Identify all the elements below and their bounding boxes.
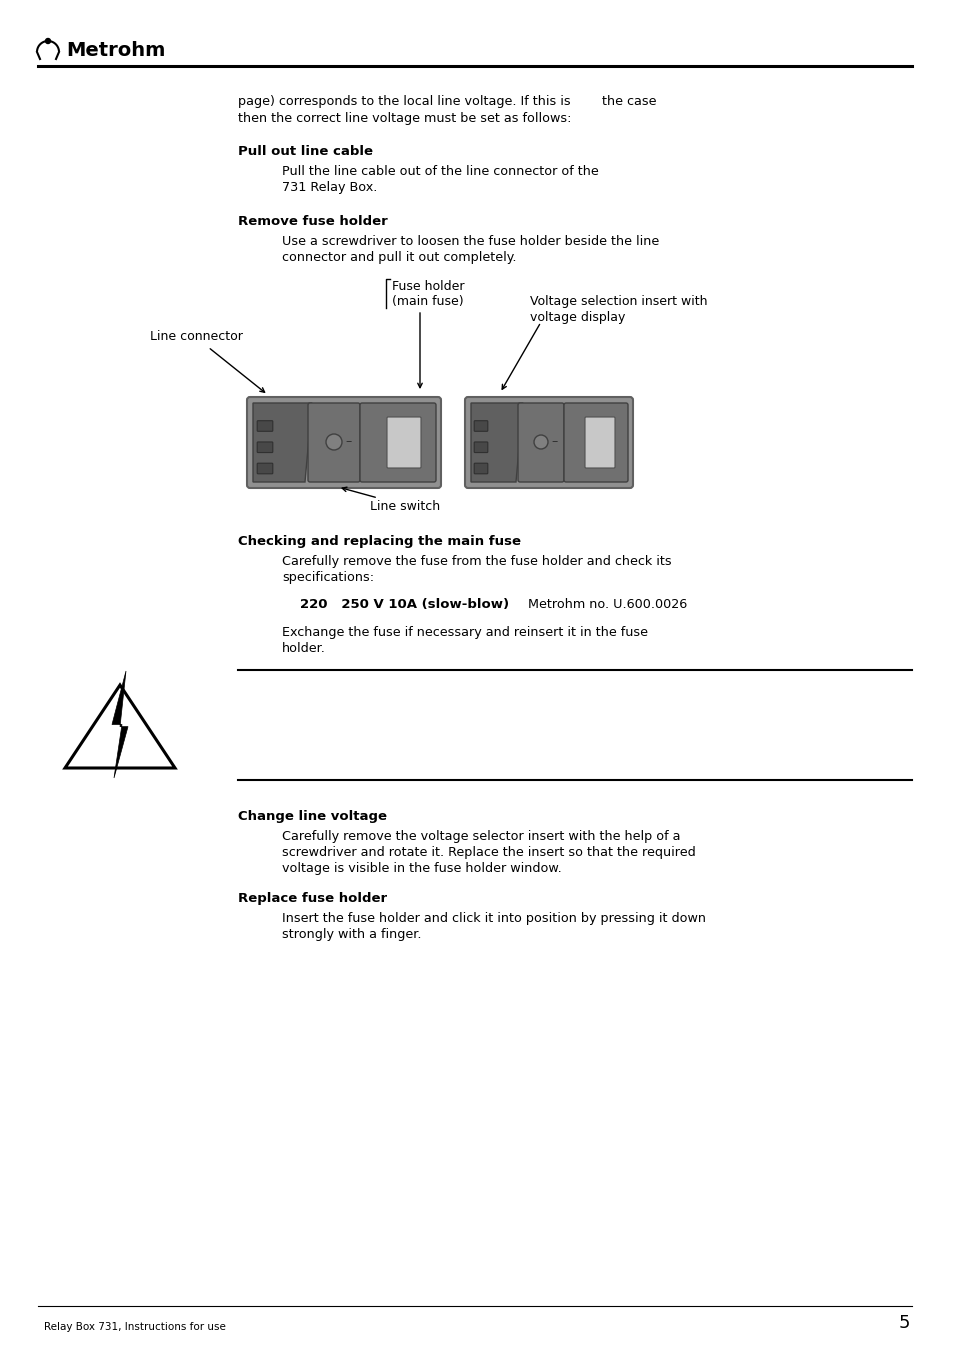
Text: Carefully remove the fuse from the fuse holder and check its: Carefully remove the fuse from the fuse … xyxy=(282,555,671,567)
Text: Replace fuse holder: Replace fuse holder xyxy=(237,892,387,905)
Text: strongly with a finger.: strongly with a finger. xyxy=(282,928,421,942)
FancyBboxPatch shape xyxy=(359,403,436,482)
Text: Insert the fuse holder and click it into position by pressing it down: Insert the fuse holder and click it into… xyxy=(282,912,705,925)
Circle shape xyxy=(326,434,341,450)
Text: screwdriver and rotate it. Replace the insert so that the required: screwdriver and rotate it. Replace the i… xyxy=(282,846,695,859)
Circle shape xyxy=(46,38,51,43)
FancyBboxPatch shape xyxy=(563,403,627,482)
FancyBboxPatch shape xyxy=(387,417,420,467)
Polygon shape xyxy=(65,685,174,767)
Text: page) corresponds to the local line voltage. If this is: page) corresponds to the local line volt… xyxy=(237,95,570,108)
Text: –: – xyxy=(345,435,351,449)
FancyBboxPatch shape xyxy=(517,403,563,482)
Text: Carefully remove the voltage selector insert with the help of a: Carefully remove the voltage selector in… xyxy=(282,830,679,843)
FancyBboxPatch shape xyxy=(474,463,487,474)
FancyBboxPatch shape xyxy=(474,420,487,431)
Text: Metrohm no. U.600.0026: Metrohm no. U.600.0026 xyxy=(523,598,686,611)
FancyBboxPatch shape xyxy=(257,463,273,474)
Text: Remove fuse holder: Remove fuse holder xyxy=(237,215,387,228)
FancyBboxPatch shape xyxy=(584,417,615,467)
Polygon shape xyxy=(471,403,522,482)
Text: Checking and replacing the main fuse: Checking and replacing the main fuse xyxy=(237,535,520,549)
FancyBboxPatch shape xyxy=(308,403,359,482)
Text: Exchange the fuse if necessary and reinsert it in the fuse: Exchange the fuse if necessary and reins… xyxy=(282,626,647,639)
Circle shape xyxy=(534,435,547,449)
Polygon shape xyxy=(112,671,128,778)
FancyBboxPatch shape xyxy=(257,442,273,453)
Text: 5: 5 xyxy=(898,1315,909,1332)
Text: (main fuse): (main fuse) xyxy=(392,295,463,308)
Text: 220   250 V 10A (slow-blow): 220 250 V 10A (slow-blow) xyxy=(299,598,509,611)
Text: Fuse holder: Fuse holder xyxy=(392,280,464,293)
Text: Metrohm: Metrohm xyxy=(66,41,165,59)
Text: 731 Relay Box.: 731 Relay Box. xyxy=(282,181,377,195)
Text: Line switch: Line switch xyxy=(370,500,439,513)
Text: Pull out line cable: Pull out line cable xyxy=(237,145,373,158)
Text: connector and pull it out completely.: connector and pull it out completely. xyxy=(282,251,516,263)
FancyBboxPatch shape xyxy=(464,397,633,488)
Text: –: – xyxy=(551,435,557,449)
Text: Pull the line cable out of the line connector of the: Pull the line cable out of the line conn… xyxy=(282,165,598,178)
Text: then the correct line voltage must be set as follows:: then the correct line voltage must be se… xyxy=(237,112,571,126)
Text: specifications:: specifications: xyxy=(282,571,374,584)
Text: holder.: holder. xyxy=(282,642,326,655)
FancyBboxPatch shape xyxy=(257,420,273,431)
Text: the case: the case xyxy=(601,95,656,108)
Text: Line connector: Line connector xyxy=(150,330,243,343)
Text: Relay Box 731, Instructions for use: Relay Box 731, Instructions for use xyxy=(44,1323,226,1332)
Text: Voltage selection insert with: Voltage selection insert with xyxy=(530,295,707,308)
FancyBboxPatch shape xyxy=(247,397,440,488)
Polygon shape xyxy=(253,403,312,482)
Text: voltage display: voltage display xyxy=(530,311,625,324)
Text: Change line voltage: Change line voltage xyxy=(237,811,387,823)
Text: voltage is visible in the fuse holder window.: voltage is visible in the fuse holder wi… xyxy=(282,862,561,875)
Text: Use a screwdriver to loosen the fuse holder beside the line: Use a screwdriver to loosen the fuse hol… xyxy=(282,235,659,249)
FancyBboxPatch shape xyxy=(474,442,487,453)
